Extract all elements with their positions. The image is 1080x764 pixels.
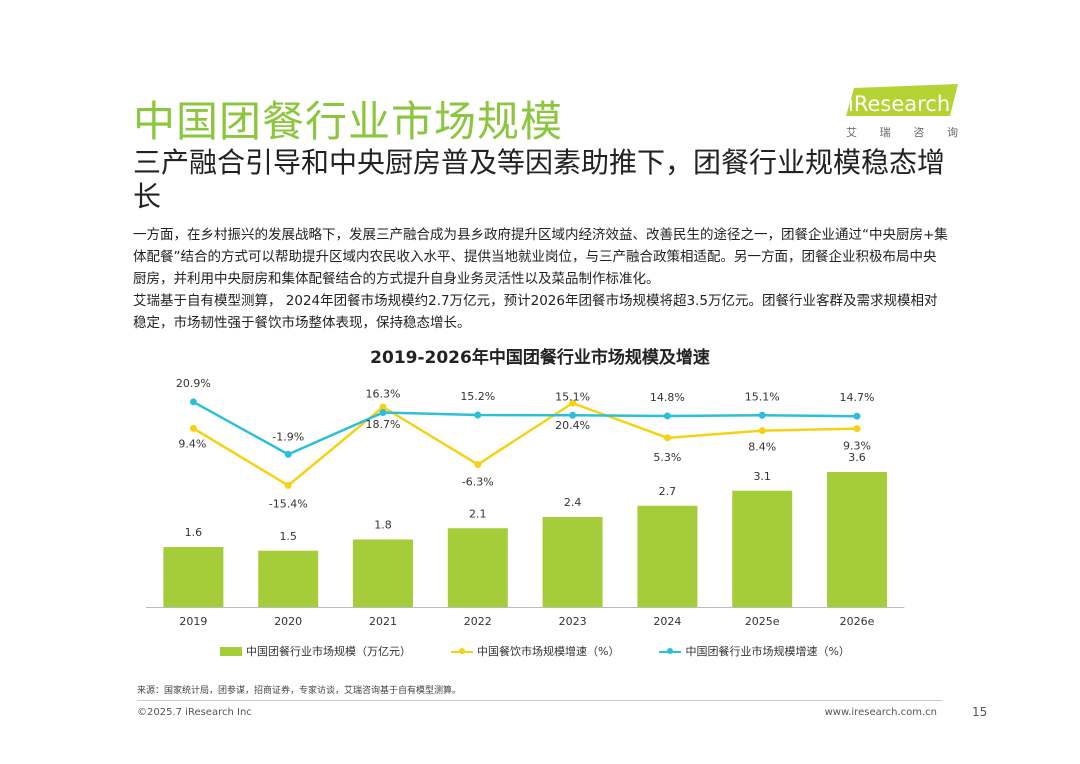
team-growth-point <box>758 411 766 419</box>
team-growth-label: 15.2% <box>460 390 495 403</box>
catering-growth-point <box>284 481 292 489</box>
team-growth-point <box>853 412 861 420</box>
legend-item-team-growth: 中国团餐行业市场规模增速（%） <box>659 643 850 659</box>
team-growth-label: -1.9% <box>272 430 304 443</box>
footer-divider <box>137 700 942 701</box>
bar-2019 <box>163 547 224 607</box>
bar-2026e <box>827 472 887 607</box>
team-growth-label: 15.1% <box>745 390 780 403</box>
catering-growth-label: 9.4% <box>178 437 206 450</box>
catering-growth-point <box>379 403 387 411</box>
catering-growth-label: 8.4% <box>748 441 776 454</box>
bar-label: 3.6 <box>848 451 866 464</box>
body-paragraph: 一方面，在乡村振兴的发展战略下，发展三产融合成为县乡政府提升区域内经济效益、改善… <box>133 227 948 287</box>
svg-text:iResearch: iResearch <box>848 92 950 116</box>
team-growth-point <box>379 409 387 417</box>
catering-growth-point <box>569 399 577 407</box>
team-growth-label: 14.8% <box>650 391 685 404</box>
catering-growth-point <box>853 425 861 433</box>
catering-growth-label: -15.4% <box>269 497 308 510</box>
x-tick-label: 2022 <box>464 615 492 628</box>
team-growth-line <box>192 400 858 456</box>
body-text: 一方面，在乡村振兴的发展战略下，发展三产融合成为县乡政府提升区域内经济效益、改善… <box>133 224 948 334</box>
catering-growth-label: 20.4% <box>555 419 590 432</box>
bar-label: 2.1 <box>469 507 487 520</box>
x-tick-label: 2020 <box>274 615 302 628</box>
x-tick-label: 2019 <box>179 615 207 628</box>
legend-line-swatch <box>451 647 473 656</box>
bar-2023 <box>542 517 603 607</box>
website-link[interactable]: www.iresearch.com.cn <box>824 707 937 718</box>
team-growth-label: 15.1% <box>555 390 590 403</box>
logo-wordmark-graphic: iResearch <box>846 84 958 116</box>
legend-bar-swatch <box>220 646 242 656</box>
catering-growth-label: 18.7% <box>366 418 401 431</box>
combo-chart: 1.6 1.5 1.8 2.1 2.4 2.7 3.1 3.6 2019 2020 2021 2022… <box>146 377 905 628</box>
team-growth-point <box>189 398 197 406</box>
legend-line-swatch <box>659 647 682 656</box>
catering-growth-point <box>189 424 197 432</box>
team-growth-point <box>284 450 292 458</box>
bar-label: 3.1 <box>753 470 771 483</box>
x-tick-label: 2021 <box>369 615 397 628</box>
bar-2022 <box>447 528 508 607</box>
catering-growth-label: -6.3% <box>462 475 494 488</box>
body-paragraph: 艾瑞基于自有模型测算， 2024年团餐市场规模约2.7万亿元，预计2026年团餐… <box>133 293 938 331</box>
page-title: 中国团餐行业市场规模 <box>133 97 564 146</box>
catering-growth-point <box>663 434 671 442</box>
legend-item-catering-growth: 中国餐饮市场规模增速（%） <box>451 643 619 659</box>
catering-growth-point <box>474 460 482 468</box>
catering-growth-label: 9.3% <box>843 440 871 453</box>
team-growth-point <box>569 411 577 419</box>
bar-label: 1.6 <box>185 526 203 539</box>
team-growth-point <box>474 411 482 419</box>
x-tick-label: 2023 <box>559 615 587 628</box>
catering-growth-line <box>192 401 858 487</box>
team-growth-label: 14.7% <box>840 391 875 404</box>
bar-label: 2.7 <box>659 485 677 498</box>
x-tick-label: 2024 <box>653 615 681 628</box>
catering-growth-point <box>758 427 766 435</box>
source-note: 来源：国家统计局，团参谋，招商证券，专家访谈，艾瑞咨询基于自有模型测算。 <box>137 686 462 696</box>
bar-label: 1.5 <box>279 530 297 543</box>
team-growth-label: 16.3% <box>366 388 401 401</box>
page-number: 15 <box>972 705 988 719</box>
bar-2021 <box>353 539 413 607</box>
logo-chinese: 艾 瑞 咨 询 <box>846 126 958 139</box>
bar-label: 1.8 <box>374 519 392 532</box>
bar-2024 <box>637 505 698 607</box>
bar-2025e <box>732 490 793 607</box>
iresearch-logo: iResearch 艾 瑞 咨 询 <box>842 84 962 144</box>
catering-growth-label: 5.3% <box>653 451 681 464</box>
team-growth-label: 20.9% <box>176 377 211 390</box>
chart-legend: 中国团餐行业市场规模（万亿元） 中国餐饮市场规模增速（%） 中国团餐行业市场规模… <box>220 643 850 659</box>
copyright: ©2025.7 iResearch Inc <box>137 707 252 718</box>
legend-item-market-size: 中国团餐行业市场规模（万亿元） <box>220 643 411 659</box>
x-tick-label: 2026e <box>840 615 875 628</box>
chart-title: 2019-2026年中国团餐行业市场规模及增速 <box>370 348 710 368</box>
bar-label: 2.4 <box>564 496 582 509</box>
x-tick-label: 2025e <box>745 615 780 628</box>
team-growth-point <box>663 412 671 420</box>
bar-2020 <box>258 550 319 607</box>
page-subtitle: 三产融合引导和中央厨房普及等因素助推下，团餐行业规模稳态增长 <box>133 146 946 213</box>
